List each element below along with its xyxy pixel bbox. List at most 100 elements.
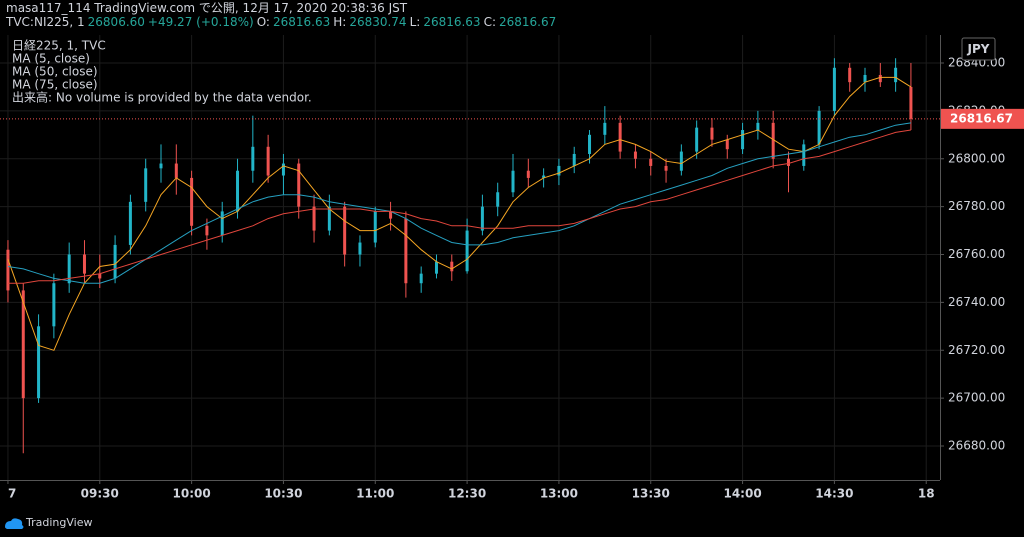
ma-line: [8, 129, 911, 284]
l-value: 26816.63: [423, 15, 481, 29]
candle-body: [756, 122, 760, 131]
candle-body: [52, 283, 56, 327]
candle-body: [281, 163, 285, 176]
candle-body: [679, 151, 683, 171]
y-tick-label: 26740.00: [948, 295, 1005, 309]
legend-symbol: 日経225, 1, TVC: [12, 39, 106, 53]
currency-box[interactable]: [961, 37, 996, 61]
legend-ma: MA (5, close): [12, 52, 90, 66]
candle-body: [21, 290, 25, 399]
legend-ma: MA (75, close): [12, 78, 98, 92]
candle-body: [82, 254, 86, 274]
candle-body: [220, 211, 224, 236]
candle-body: [389, 211, 393, 219]
last-price-box: [941, 108, 1024, 129]
x-tick-label: 09:30: [81, 487, 119, 501]
candle-body: [174, 163, 178, 178]
candle-body: [190, 177, 194, 226]
candle-body: [327, 206, 331, 231]
x-tick-label: 11:00: [356, 487, 394, 501]
x-tick-label: 13:30: [632, 487, 670, 501]
candle-body: [741, 130, 745, 150]
candle-body: [465, 230, 469, 272]
candle-body: [113, 244, 117, 279]
y-tick-label: 26800.00: [948, 151, 1005, 165]
candle-body: [802, 144, 806, 166]
candle-body: [725, 139, 729, 150]
candle-body: [710, 127, 714, 140]
candle-body: [251, 146, 255, 171]
candle-body: [297, 163, 301, 207]
candle-body: [817, 110, 821, 145]
candle-body: [205, 225, 209, 236]
candle-body: [664, 165, 668, 171]
c-label: C:: [483, 15, 496, 29]
candle-body: [236, 170, 240, 212]
o-label: O:: [256, 15, 270, 29]
candle-body: [450, 261, 454, 272]
publish-info: masa117_114 TradingView.com で公開, 12月 17,…: [6, 1, 408, 15]
candle-body: [572, 153, 576, 166]
candle-body: [434, 261, 438, 274]
l-label: L:: [409, 15, 421, 29]
candle-body: [312, 206, 316, 231]
h-value: 26830.74: [349, 15, 407, 29]
legend-ma: MA (50, close): [12, 65, 98, 79]
header-line-1: masa117_114 TradingView.com で公開, 12月 17,…: [6, 1, 559, 15]
brand: TradingView: [5, 516, 92, 529]
y-tick-label: 26780.00: [948, 199, 1005, 213]
x-tick-label: 10:30: [264, 487, 302, 501]
x-tick-label: 18: [918, 487, 935, 501]
candle-body: [98, 273, 102, 279]
candle-body: [695, 127, 699, 152]
o-value: 26816.63: [272, 15, 331, 29]
x-tick-label: 14:00: [723, 487, 761, 501]
candle-body: [894, 67, 898, 83]
candle-body: [373, 211, 377, 243]
x-tick-label: 10:00: [173, 487, 211, 501]
candle-body: [909, 86, 913, 119]
candle-body: [67, 254, 71, 284]
x-tick-label: 12:30: [448, 487, 486, 501]
candle-body: [358, 242, 362, 255]
candle-body: [480, 206, 484, 231]
candle-body: [832, 67, 836, 111]
candle-body: [144, 168, 148, 202]
candle-body: [404, 218, 408, 284]
ma-line: [7, 76, 912, 351]
change: +49.27 (+0.18%): [147, 15, 254, 29]
candle-body: [633, 151, 637, 159]
x-tick-label: 13:00: [540, 487, 578, 501]
y-tick-label: 26720.00: [948, 343, 1005, 357]
candle-body: [603, 122, 607, 135]
candle-body: [37, 326, 41, 399]
candle-body: [618, 122, 622, 152]
candle-body: [557, 165, 561, 176]
c-value: 26816.67: [499, 15, 557, 29]
candle-body: [786, 158, 790, 166]
symbol: TVC:NI225, 1: [6, 15, 85, 29]
candle-body: [6, 249, 10, 291]
candle-body: [511, 170, 515, 193]
header: masa117_114 TradingView.com で公開, 12月 17,…: [6, 1, 559, 29]
ma-line: [7, 122, 911, 284]
candle-body: [771, 122, 775, 159]
candle-body: [419, 273, 423, 284]
legend: 日経225, 1, TVC MA (5, close) MA (50, clos…: [12, 39, 312, 105]
currency: JPY: [967, 42, 990, 56]
brand-logo: [5, 518, 24, 529]
candle-body: [496, 192, 500, 207]
x-tick-label: 7: [8, 487, 16, 501]
plot: [0, 58, 940, 454]
last: 26806.60: [87, 15, 145, 29]
candle-body: [266, 146, 270, 176]
candle-body: [878, 74, 882, 83]
axes: 26680.00 26700.00 26720.00 26740.00 26760.00…: [7, 56, 1024, 501]
volume-note: 出来高: No volume is provided by the data v…: [12, 90, 312, 105]
last-price-label: 26816.67: [950, 111, 1013, 125]
candle-body: [588, 134, 592, 154]
header-line-2: TVC:NI225, 1 26806.60 +49.27 (+0.18%) O: 268…: [6, 15, 559, 29]
